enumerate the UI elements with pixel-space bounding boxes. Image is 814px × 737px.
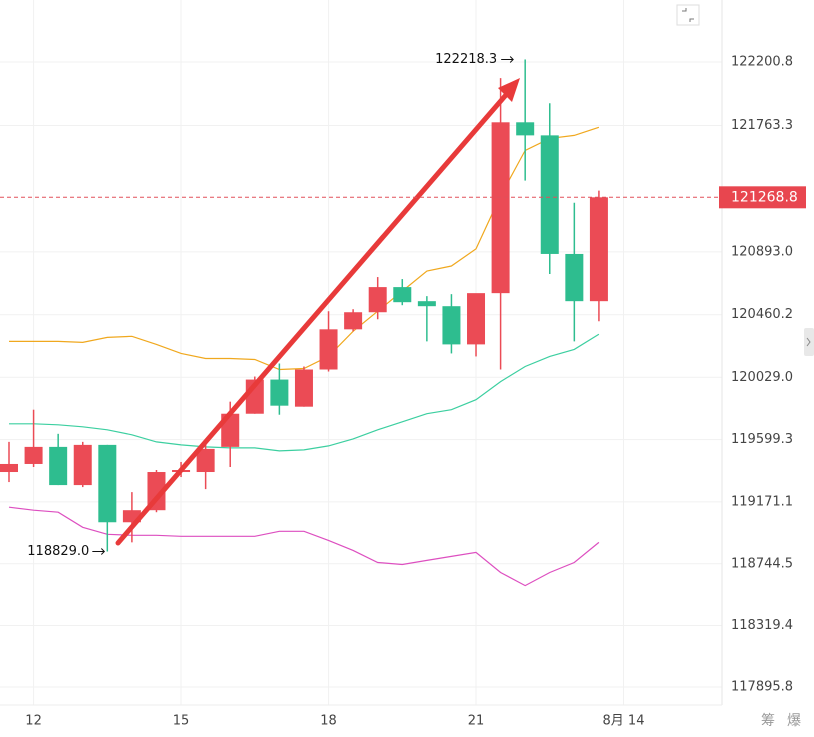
candles	[0, 59, 608, 552]
annotation-arrow	[501, 56, 514, 63]
trend-arrow-head	[498, 78, 520, 102]
high-annotation: 122218.3	[435, 52, 497, 67]
candle-body	[491, 122, 510, 294]
candle-body	[49, 446, 68, 486]
y-tick-label: 118319.4	[731, 618, 793, 633]
candle-body	[442, 306, 461, 345]
y-tick-label: 121763.3	[731, 118, 793, 133]
footer-tab[interactable]: 爆	[787, 713, 801, 729]
side-tab-icon	[806, 337, 811, 347]
candle-body	[294, 369, 313, 407]
candle-body	[270, 379, 289, 406]
y-tick-label: 117895.8	[731, 679, 793, 694]
candle-body	[24, 446, 43, 464]
x-tick-label: 12	[25, 714, 42, 729]
fullscreen-icon	[682, 8, 694, 22]
y-tick-label: 120460.2	[731, 307, 793, 322]
candle-body	[393, 287, 412, 303]
low-annotation: 118829.0	[27, 544, 89, 559]
y-tick-label: 120029.0	[731, 370, 793, 385]
y-tick-label: 120893.0	[731, 244, 793, 259]
trend-arrow	[115, 85, 515, 546]
candle-body	[73, 444, 92, 486]
candle-body	[368, 287, 387, 313]
current-price-label: 121268.8	[731, 189, 798, 205]
candle-body	[516, 122, 535, 136]
candle-body	[589, 197, 608, 302]
x-tick-label: 8月 14	[603, 714, 645, 729]
x-tick-label: 18	[320, 714, 337, 729]
y-tick-label: 119171.1	[731, 494, 793, 509]
candle-body	[344, 312, 363, 330]
footer-tab[interactable]: 筹	[761, 712, 775, 729]
side-tab[interactable]	[804, 328, 814, 356]
candle-body	[98, 444, 117, 523]
candle-body	[0, 463, 18, 473]
candle-body	[417, 301, 436, 307]
x-tick-label: 21	[468, 714, 485, 729]
x-tick-label: 15	[173, 714, 190, 729]
fullscreen-button[interactable]	[676, 4, 700, 26]
y-tick-label: 118744.5	[731, 556, 793, 571]
candle-body	[196, 448, 215, 473]
candle-body	[540, 135, 559, 254]
y-tick-label: 119599.3	[731, 432, 793, 447]
candle-body	[319, 329, 338, 370]
y-tick-label: 122200.8	[731, 55, 793, 70]
indicator-line	[9, 333, 600, 452]
candle-body	[565, 253, 584, 302]
candle-body	[467, 293, 486, 345]
current-price-box	[719, 186, 806, 209]
annotation-arrow	[92, 548, 106, 555]
overlay: 122200.8 121763.3 120893.0 120460.2 120029.0…	[0, 52, 806, 729]
